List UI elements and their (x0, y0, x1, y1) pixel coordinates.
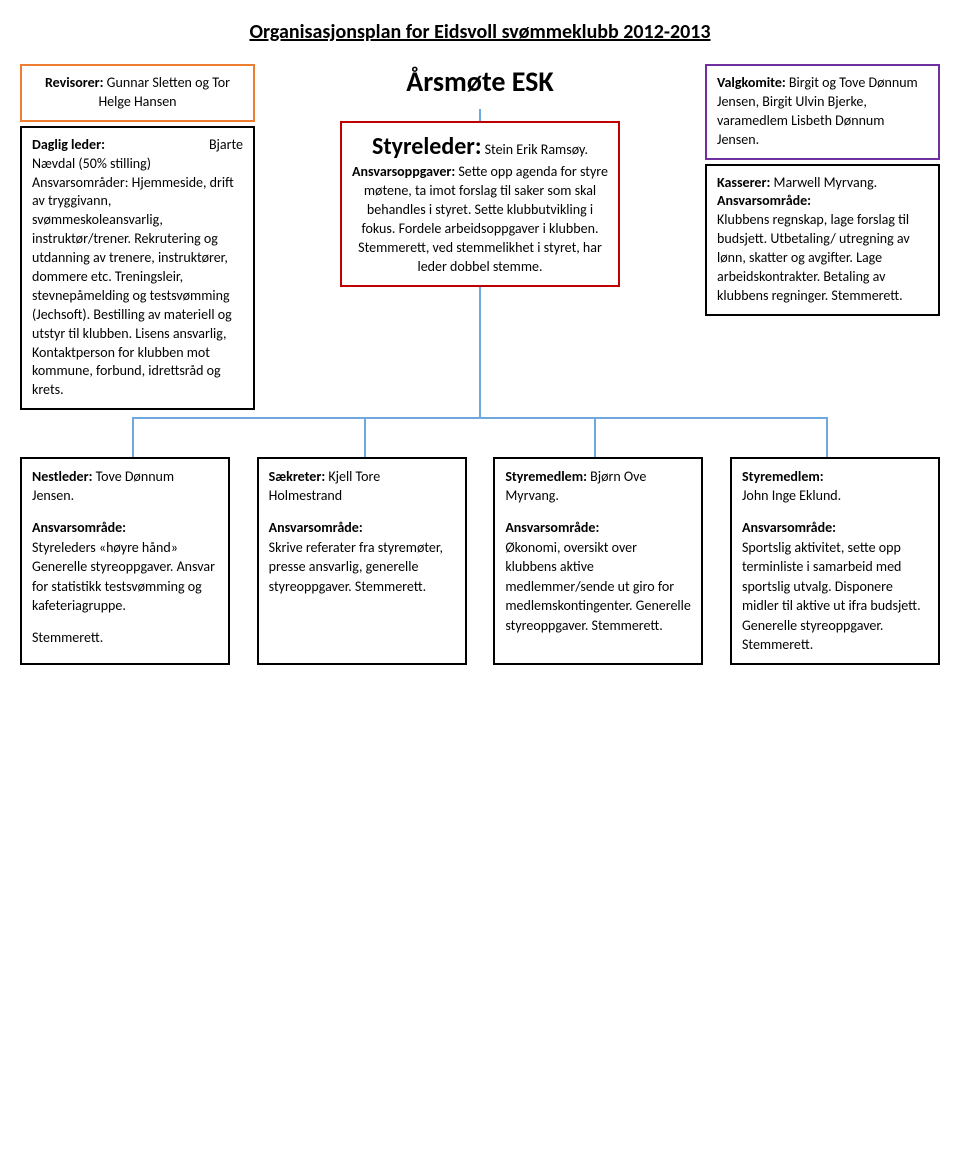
resp-label: Ansvarsområde: (742, 519, 836, 536)
resp-text: Økonomi, oversikt over klubbens aktive m… (505, 539, 691, 634)
role-label: Nestleder: (32, 468, 92, 485)
valgkomite-box: Valgkomite: Birgit og Tove Dønnum Jensen… (705, 64, 940, 160)
role-label: Styremedlem: (742, 468, 824, 485)
connector-drop (826, 417, 828, 457)
page-title: Organisasjonsplan for Eidsvoll svømmeklu… (20, 20, 940, 44)
kasserer-name: Marwell Myrvang. (770, 174, 877, 191)
daglig-label: Daglig leder: (32, 136, 105, 155)
daglig-text: Nævdal (50% stilling) Ansvarsområder: Hj… (32, 155, 234, 399)
connector-line (479, 287, 481, 417)
styreleder-title: Styreleder: (372, 132, 481, 161)
arsmote-heading: Årsmøte ESK (406, 64, 553, 99)
styreleder-resp-label: Ansvarsoppgaver: (352, 163, 455, 180)
connector-drop (132, 417, 134, 457)
right-column: Valgkomite: Birgit og Tove Dønnum Jensen… (705, 64, 940, 316)
bottom-connector (60, 417, 900, 457)
vote-text: Stemmerett. (32, 628, 218, 648)
kasserer-box: Kasserer: Marwell Myrvang. Ansvarsområde… (705, 164, 940, 316)
resp-label: Ansvarsområde: (505, 519, 599, 536)
resp-label: Ansvarsområde: (269, 519, 363, 536)
sekreter-box: Sækreter: Kjell Tore Holmestrand Ansvars… (257, 457, 467, 665)
styremedlem2-box: Styremedlem: John Inge Eklund. Ansvarsomr… (730, 457, 940, 665)
kasserer-label: Kasserer: (717, 174, 770, 191)
role-name: John Inge Eklund. (742, 487, 841, 504)
revisorer-box: Revisorer: Gunnar Sletten og Tor Helge H… (20, 64, 255, 122)
valgkomite-label: Valgkomite: (717, 74, 786, 91)
connector-drop (364, 417, 366, 457)
role-label: Styremedlem: (505, 468, 587, 485)
left-column: Revisorer: Gunnar Sletten og Tor Helge H… (20, 64, 255, 410)
nestleder-box: Nestleder: Tove Dønnum Jensen. Ansvarsom… (20, 457, 230, 665)
kasserer-text: Klubbens regnskap, lage forslag til buds… (717, 211, 928, 305)
daglig-leder-box: Daglig leder: Bjarte Nævdal (50% stillin… (20, 126, 255, 410)
center-column: Årsmøte ESK Styreleder: Stein Erik Ramsø… (340, 64, 620, 417)
styremedlem1-box: Styremedlem: Bjørn Ove Myrvang. Ansvarso… (493, 457, 703, 665)
resp-label: Ansvarsområde: (32, 519, 126, 536)
resp-text: Skrive referater fra styremøter, presse … (269, 539, 443, 595)
revisorer-text: Gunnar Sletten og Tor Helge Hansen (98, 74, 230, 110)
daglig-name: Bjarte (209, 136, 243, 155)
styreleder-box: Styreleder: Stein Erik Ramsøy. Ansvarsop… (340, 121, 620, 287)
connector-hline (132, 417, 828, 419)
styreleder-name: Stein Erik Ramsøy. (481, 141, 588, 158)
connector-drop (594, 417, 596, 457)
resp-text: Styreleders «høyre hånd» Generelle styre… (32, 539, 215, 615)
bottom-row: Nestleder: Tove Dønnum Jensen. Ansvarsom… (20, 457, 940, 665)
role-label: Sækreter: (269, 468, 326, 485)
connector-line (479, 109, 481, 121)
resp-text: Sportslig aktivitet, sette opp terminlis… (742, 539, 921, 654)
revisorer-label: Revisorer: (45, 74, 104, 91)
kasserer-resp-label: Ansvarsområde: (717, 192, 811, 209)
top-row: Revisorer: Gunnar Sletten og Tor Helge H… (20, 64, 940, 417)
